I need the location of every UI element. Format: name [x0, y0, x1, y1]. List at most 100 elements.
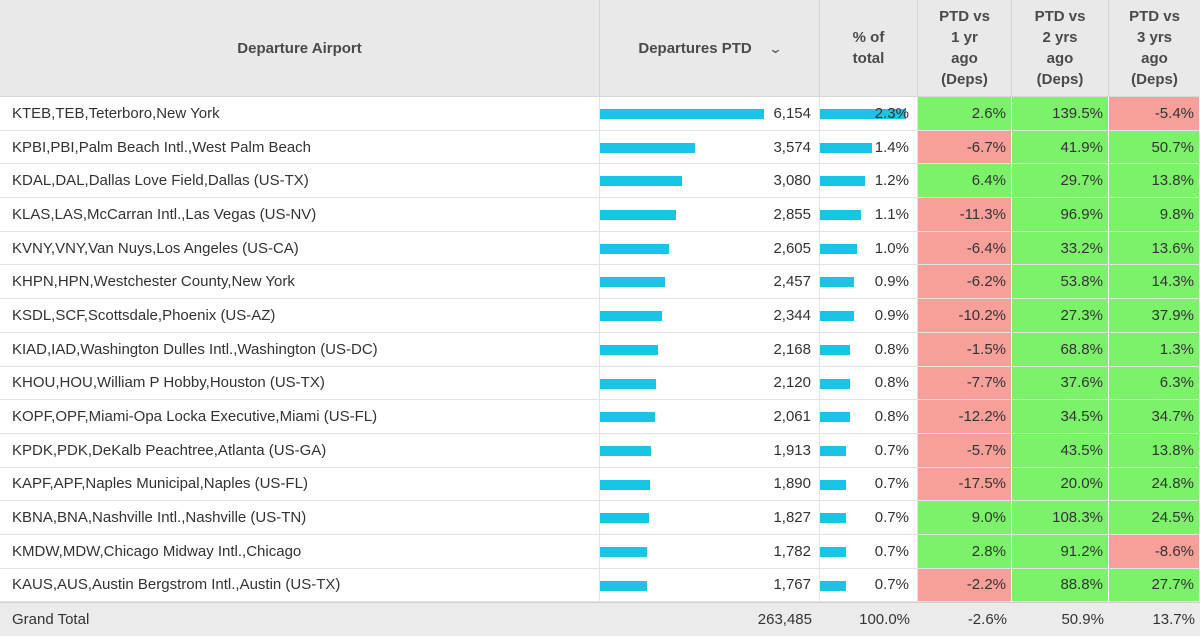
ptd-2yrs-cell: 34.5% [1012, 400, 1109, 433]
table-row[interactable]: KIAD,IAD,Washington Dulles Intl.,Washing… [0, 332, 1200, 367]
table-row[interactable]: KPBI,PBI,Palm Beach Intl.,West Palm Beac… [0, 130, 1200, 165]
pct-total-bar [820, 479, 847, 490]
departures-bar [600, 142, 696, 153]
table-row[interactable]: KAPF,APF,Naples Municipal,Naples (US-FL)… [0, 467, 1200, 502]
ptd-1yr-cell: 6.4% [918, 164, 1012, 198]
pct-total-cell: 0.7% [820, 534, 918, 568]
departures-value: 2,855 [773, 205, 811, 223]
pct-total-value: 0.7% [874, 576, 909, 594]
ptd-1yr-cell: -17.5% [918, 467, 1012, 501]
ptd-2yrs-cell: 20.0% [1012, 467, 1109, 501]
ptd-1yr-cell: -6.4% [918, 231, 1012, 265]
pct-total-value: 0.8% [874, 340, 909, 358]
chevron-down-icon[interactable]: ⌄ [768, 40, 783, 56]
table-row[interactable]: KBNA,BNA,Nashville Intl.,Nashville (US-T… [0, 501, 1200, 535]
pct-total-cell: 0.9% [820, 265, 918, 299]
ptd-1yr-cell: -11.3% [918, 198, 1012, 231]
pct-total-bar [820, 546, 847, 557]
ptd-2yrs-cell: 88.8% [1012, 568, 1109, 602]
table-row[interactable]: KOPF,OPF,Miami-Opa Locka Executive,Miami… [0, 400, 1200, 434]
ptd-3yrs-cell: 37.9% [1109, 299, 1200, 332]
departures-cell: 1,782 [600, 534, 820, 568]
ptd-2yrs-cell: 139.5% [1012, 97, 1109, 130]
departures-cell: 3,574 [600, 130, 820, 164]
ptd-3yrs-cell: -5.4% [1109, 97, 1200, 130]
pct-total-value: 0.8% [874, 408, 909, 426]
ptd-2yrs-cell: 37.6% [1012, 366, 1109, 400]
pct-total-cell: 0.7% [820, 501, 918, 534]
departures-bar [600, 176, 683, 187]
departures-cell: 1,827 [600, 501, 820, 534]
header-ptd-vs-3yrs[interactable]: PTD vs 3 yrs ago (Deps) [1129, 8, 1180, 88]
pct-total-cell: 2.3% [820, 97, 918, 130]
departures-value: 6,154 [773, 104, 811, 122]
table-row[interactable]: KVNY,VNY,Van Nuys,Los Angeles (US-CA) 2,6… [0, 231, 1200, 266]
pct-total-cell: 1.0% [820, 231, 918, 265]
ptd-2yrs-cell: 29.7% [1012, 164, 1109, 198]
pct-total-cell: 1.1% [820, 198, 918, 231]
ptd-3yrs-cell: 1.3% [1109, 332, 1200, 366]
ptd-3yrs-cell: 9.8% [1109, 198, 1200, 231]
table-row[interactable]: KHPN,HPN,Westchester County,New York 2,45… [0, 265, 1200, 300]
table-row[interactable]: KMDW,MDW,Chicago Midway Intl.,Chicago 1,7… [0, 534, 1200, 569]
ptd-2yrs-cell: 91.2% [1012, 534, 1109, 568]
departures-cell: 1,767 [600, 568, 820, 602]
pct-total-cell: 0.7% [820, 433, 918, 467]
airport-cell: KAPF,APF,Naples Municipal,Naples (US-FL) [0, 467, 600, 501]
ptd-1yr-cell: 2.8% [918, 534, 1012, 568]
ptd-1yr-cell: -5.7% [918, 433, 1012, 467]
departures-value: 2,605 [773, 239, 811, 257]
pct-total-value: 0.9% [874, 273, 909, 291]
table-row[interactable]: KTEB,TEB,Teterboro,New York 6,154 2.3% 2.6%… [0, 97, 1200, 131]
ptd-2yrs-cell: 53.8% [1012, 265, 1109, 299]
pct-total-bar [820, 412, 850, 423]
departures-cell: 1,913 [600, 433, 820, 467]
pct-total-bar [820, 378, 850, 389]
departures-value: 3,574 [773, 138, 811, 156]
pct-total-bar [820, 109, 906, 119]
ptd-2yrs-cell: 41.9% [1012, 130, 1109, 164]
pct-total-cell: 0.8% [820, 332, 918, 366]
header-ptd-vs-2yrs[interactable]: PTD vs 2 yrs ago (Deps) [1012, 0, 1109, 96]
ptd-2yrs-cell: 33.2% [1012, 231, 1109, 265]
departures-value: 1,913 [773, 441, 811, 459]
pct-total-value: 1.0% [874, 239, 909, 257]
header-ptd-vs-1yr[interactable]: PTD vs 1 yr ago (Deps) [918, 0, 1012, 96]
table-row[interactable]: KDAL,DAL,Dallas Love Field,Dallas (US-TX… [0, 164, 1200, 199]
header-departures-ptd[interactable]: Departures PTD ⌄ [600, 0, 820, 96]
table-row[interactable]: KLAS,LAS,McCarran Intl.,Las Vegas (US-NV… [0, 198, 1200, 232]
grand-total-ptd-2yrs: 50.9% [1061, 611, 1104, 629]
pct-total-cell: 0.9% [820, 299, 918, 332]
departures-cell: 6,154 [600, 97, 820, 130]
pct-total-value: 2.3% [874, 104, 909, 122]
ptd-3yrs-cell: -8.6% [1109, 534, 1200, 568]
departures-cell: 2,168 [600, 332, 820, 366]
airport-cell: KHOU,HOU,William P Hobby,Houston (US-TX) [0, 366, 600, 400]
grand-total-ptd-1yr: -2.6% [967, 611, 1007, 629]
table-header: Departure Airport Departures PTD ⌄ % of t… [0, 0, 1200, 97]
airport-cell: KIAD,IAD,Washington Dulles Intl.,Washing… [0, 332, 600, 366]
header-departure-airport[interactable]: Departure Airport [0, 0, 600, 96]
departures-bar [600, 546, 648, 557]
departures-bar [600, 412, 655, 423]
departures-value: 2,457 [773, 273, 811, 291]
ptd-1yr-cell: -6.7% [918, 130, 1012, 164]
departures-cell: 2,120 [600, 366, 820, 400]
pct-total-value: 0.7% [874, 509, 909, 527]
departures-cell: 2,061 [600, 400, 820, 433]
departures-cell: 3,080 [600, 164, 820, 198]
header-pct-total[interactable]: % of total [820, 0, 918, 96]
departures-value: 3,080 [773, 172, 811, 190]
ptd-2yrs-cell: 27.3% [1012, 299, 1109, 332]
airport-cell: KPDK,PDK,DeKalb Peachtree,Atlanta (US-GA… [0, 433, 600, 467]
table-row[interactable]: KHOU,HOU,William P Hobby,Houston (US-TX)… [0, 366, 1200, 401]
departures-cell: 1,890 [600, 467, 820, 501]
table-row[interactable]: KSDL,SCF,Scottsdale,Phoenix (US-AZ) 2,344… [0, 299, 1200, 333]
ptd-1yr-cell: -1.5% [918, 332, 1012, 366]
table-row[interactable]: KAUS,AUS,Austin Bergstrom Intl.,Austin (… [0, 568, 1200, 603]
ptd-2yrs-cell: 96.9% [1012, 198, 1109, 231]
table-row[interactable]: KPDK,PDK,DeKalb Peachtree,Atlanta (US-GA… [0, 433, 1200, 468]
pct-total-bar [820, 142, 873, 153]
ptd-3yrs-cell: 24.8% [1109, 467, 1200, 501]
pct-total-bar [820, 277, 854, 288]
